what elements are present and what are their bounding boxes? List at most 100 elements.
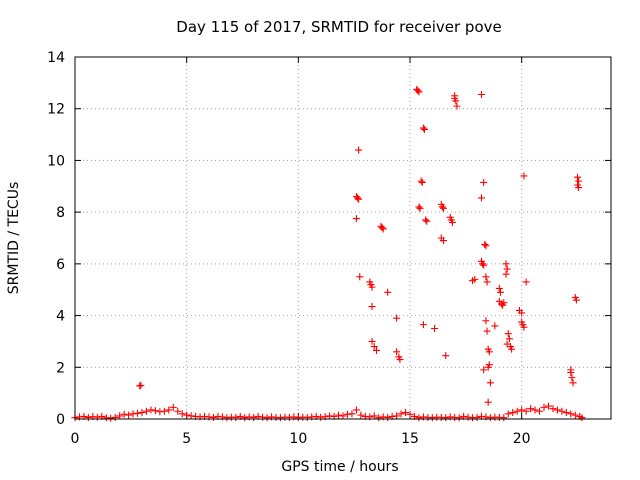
data-point	[183, 411, 191, 419]
data-point	[578, 414, 586, 422]
data-point	[504, 410, 512, 418]
data-point	[151, 407, 159, 415]
data-point	[484, 398, 492, 406]
data-point	[522, 278, 530, 286]
data-point	[138, 409, 146, 417]
data-point	[572, 296, 580, 304]
data-point	[352, 406, 360, 414]
y-tick-label: 14	[47, 50, 65, 66]
data-point	[518, 309, 526, 317]
y-tick-label: 10	[47, 153, 65, 169]
y-tick-label: 8	[56, 205, 65, 221]
data-point	[370, 343, 378, 351]
data-point	[137, 381, 145, 389]
data-point	[451, 94, 459, 102]
y-tick-label: 0	[56, 412, 65, 428]
data-point	[414, 87, 422, 95]
data-point	[540, 403, 548, 411]
data-point	[107, 414, 115, 422]
data-point	[483, 327, 491, 335]
data-point	[520, 323, 528, 331]
data-point	[438, 203, 446, 211]
data-point	[339, 412, 347, 420]
data-point	[479, 260, 487, 268]
data-point	[442, 414, 450, 422]
data-point	[423, 217, 431, 225]
data-point	[393, 348, 401, 356]
data-point	[485, 348, 493, 356]
x-tick-label: 10	[289, 431, 307, 447]
data-point	[120, 410, 128, 418]
data-point	[500, 414, 508, 422]
data-point	[241, 414, 249, 422]
data-point	[421, 125, 429, 133]
data-point	[165, 406, 173, 414]
data-point	[544, 402, 552, 410]
data-point	[442, 352, 450, 360]
data-point	[397, 410, 405, 418]
data-point	[134, 409, 142, 417]
data-point	[503, 265, 511, 273]
data-point	[549, 405, 557, 413]
data-point	[111, 413, 119, 421]
y-tick-label: 2	[56, 360, 65, 376]
data-point	[393, 412, 401, 420]
y-tick-label: 6	[56, 257, 65, 273]
data-point	[504, 330, 512, 338]
data-point	[406, 410, 414, 418]
data-point	[169, 403, 177, 411]
data-point	[508, 345, 516, 353]
x-axis-label: GPS time / hours	[281, 459, 398, 475]
data-point	[368, 337, 376, 345]
data-point	[384, 413, 392, 421]
data-point	[263, 414, 271, 422]
data-point	[147, 406, 155, 414]
data-point	[440, 204, 447, 212]
data-point	[567, 410, 575, 418]
data-point	[575, 177, 583, 185]
data-point	[502, 270, 510, 278]
data-point	[378, 224, 386, 232]
data-point	[440, 237, 447, 245]
data-point	[482, 242, 490, 250]
x-tick-label: 20	[513, 431, 531, 447]
data-point	[453, 102, 461, 110]
data-point	[553, 406, 561, 414]
data-point	[368, 283, 376, 291]
data-point	[418, 178, 426, 186]
data-point	[562, 409, 570, 417]
data-point	[482, 273, 490, 281]
x-tick-label: 5	[182, 431, 191, 447]
data-point	[448, 218, 456, 226]
data-point	[335, 411, 343, 419]
data-point	[486, 379, 494, 387]
data-point	[375, 414, 383, 422]
axis-ticks	[74, 56, 611, 420]
data-point	[574, 173, 581, 181]
data-point	[384, 288, 392, 296]
data-point	[527, 405, 535, 413]
data-point	[502, 260, 510, 268]
data-point	[250, 413, 258, 421]
data-point	[491, 322, 499, 330]
data-point	[209, 413, 217, 421]
data-point	[417, 177, 425, 185]
data-point	[473, 413, 481, 421]
data-point	[415, 414, 423, 422]
data-point	[116, 412, 124, 420]
data-point	[496, 288, 504, 296]
data-point	[568, 374, 576, 382]
x-tick-label: 15	[401, 431, 419, 447]
data-point	[480, 261, 488, 269]
plot-frame	[74, 56, 612, 420]
data-point	[355, 195, 363, 203]
y-axis-label: SRMTID / TECUs	[6, 182, 22, 295]
data-point	[477, 90, 485, 98]
x-tick-label: 0	[71, 431, 80, 447]
data-point	[415, 88, 423, 96]
y-tick-label: 4	[56, 309, 65, 325]
data-point	[396, 356, 404, 364]
data-point	[373, 346, 380, 354]
data-point	[482, 317, 490, 325]
